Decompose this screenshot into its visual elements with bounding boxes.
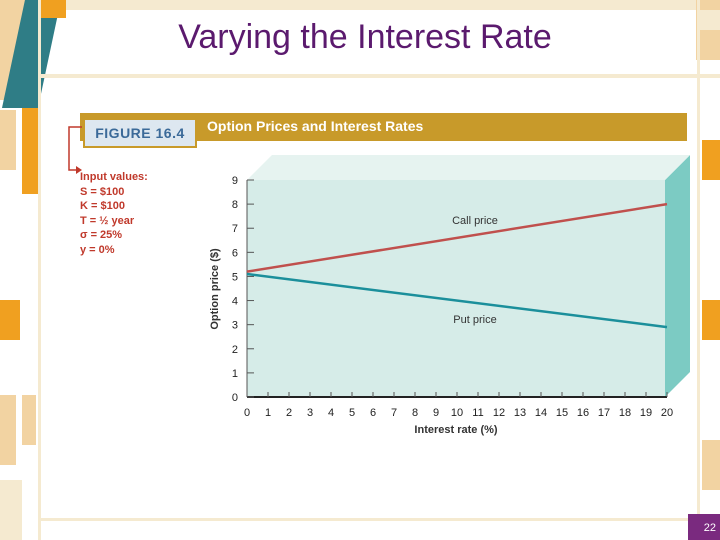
- x-tick-label: 18: [619, 407, 631, 419]
- frame-top-band: [38, 0, 720, 10]
- y-tick-label: 1: [232, 368, 238, 380]
- plot-area: [247, 180, 665, 397]
- input-value-line: S = $100: [80, 185, 125, 198]
- put-price-line: [246, 272, 668, 329]
- y-tick-label: 8: [232, 199, 238, 211]
- input-value-line: T = ½ year: [80, 214, 135, 227]
- frame-left-block-2: [22, 108, 38, 194]
- frame-left-block-4: [0, 395, 16, 465]
- y-tick-label: 4: [232, 296, 238, 308]
- plot-3d-side: [665, 155, 690, 397]
- call-price-line: [246, 202, 668, 273]
- x-tick-label: 17: [598, 407, 610, 419]
- frame-left-block-5: [22, 395, 36, 445]
- series-label-call: Call price: [452, 215, 498, 227]
- x-tick-label: 10: [451, 407, 463, 419]
- frame-horizontal-rule: [38, 74, 720, 78]
- x-tick-label: 9: [433, 407, 439, 419]
- x-tick-label: 15: [556, 407, 568, 419]
- input-value-line: y = 0%: [80, 243, 115, 256]
- series-label-put: Put price: [453, 314, 496, 326]
- x-tick-label: 12: [493, 407, 505, 419]
- y-tick-label: 6: [232, 247, 238, 259]
- frame-right-block-2: [702, 300, 720, 340]
- x-axis-label: Interest rate (%): [414, 424, 497, 436]
- x-tick-label: 6: [370, 407, 376, 419]
- x-tick-label: 5: [349, 407, 355, 419]
- frame-vertical-rule-left: [38, 0, 41, 540]
- frame-top-right-block2: [700, 10, 720, 30]
- y-axis-label: Option price ($): [209, 248, 221, 330]
- figure-label: FIGURE 16.4: [83, 118, 197, 148]
- y-tick-label: 2: [232, 344, 238, 356]
- x-tick-label: 14: [535, 407, 547, 419]
- input-values-panel: Input values: S = $100 K = $100 T = ½ ye…: [80, 170, 148, 257]
- frame-vertical-rule-right: [697, 0, 700, 540]
- y-tick-label: 7: [232, 223, 238, 235]
- frame-left-block-6: [0, 480, 22, 540]
- x-tick-label: 7: [391, 407, 397, 419]
- frame-right-block-1: [702, 140, 720, 180]
- y-tick-label: 0: [232, 392, 238, 404]
- x-tick-label: 20: [661, 407, 673, 419]
- input-value-line: K = $100: [80, 200, 125, 212]
- x-tick-label: 11: [472, 407, 483, 419]
- figure-title: Option Prices and Interest Rates: [207, 118, 424, 134]
- frame-right-block-3: [702, 440, 720, 490]
- x-tick-label: 4: [328, 407, 334, 419]
- x-tick-label: 2: [286, 407, 292, 419]
- input-value-line: σ = 25%: [80, 229, 123, 241]
- y-tick-label: 5: [232, 271, 238, 283]
- plot-3d-top: [247, 155, 690, 180]
- y-tick-label: 9: [232, 175, 238, 187]
- x-tick-label: 3: [307, 407, 313, 419]
- slide-title: Varying the Interest Rate: [178, 18, 552, 56]
- frame-left-block-1: [0, 110, 16, 170]
- y-tick-label: 3: [232, 320, 238, 332]
- x-tick-label: 16: [577, 407, 589, 419]
- x-tick-label: 1: [265, 407, 271, 419]
- x-tick-label: 0: [244, 407, 250, 419]
- input-values-heading: Input values:: [80, 171, 148, 183]
- x-tick-label: 8: [412, 407, 418, 419]
- page-number: 22: [688, 514, 720, 540]
- x-tick-label: 19: [640, 407, 652, 419]
- x-tick-label: 13: [514, 407, 526, 419]
- frame-left-block-3: [0, 300, 20, 340]
- frame-top-gold: [38, 0, 66, 18]
- frame-bottom-rule: [38, 518, 688, 521]
